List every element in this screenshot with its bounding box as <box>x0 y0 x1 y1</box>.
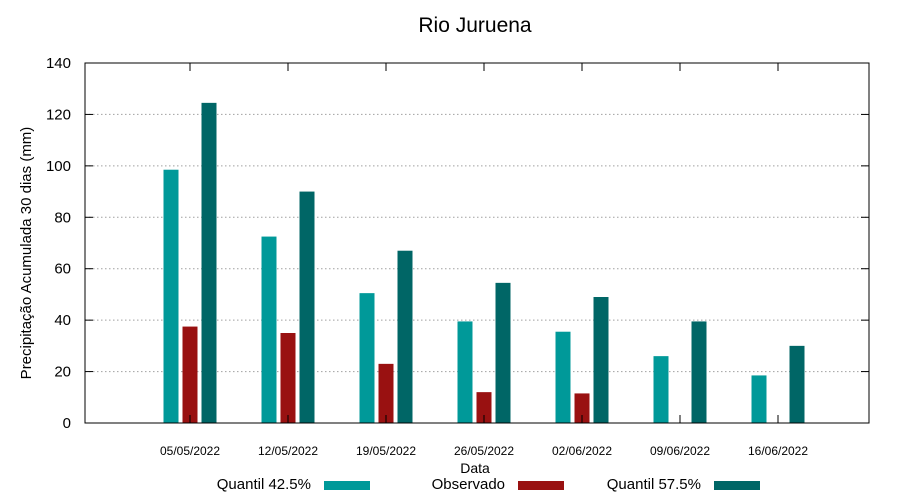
bars <box>163 102 805 423</box>
legend-label: Observado <box>432 476 505 493</box>
bar-observado <box>574 393 590 423</box>
y-axis-label: Precipitação Acumulada 30 dias (mm) <box>18 127 35 380</box>
bar-observado <box>182 326 198 423</box>
x-tick-label: 16/06/2022 <box>748 444 808 458</box>
bar-quantil-57-5 <box>495 282 511 423</box>
bar-quantil-42-5 <box>457 321 473 423</box>
gridlines <box>85 113 869 373</box>
bar-quantil-42-5 <box>359 293 375 423</box>
x-tick-label: 12/05/2022 <box>258 444 318 458</box>
bar-quantil-42-5 <box>163 169 179 423</box>
y-tick-label: 140 <box>46 55 71 72</box>
x-tick-label: 09/06/2022 <box>650 444 710 458</box>
y-tick-label: 40 <box>54 312 71 329</box>
bar-quantil-57-5 <box>691 321 707 423</box>
y-tick-label: 100 <box>46 158 71 175</box>
legend: Quantil 42.5% Observado Quantil 57.5% <box>217 476 760 493</box>
bar-quantil-42-5 <box>653 356 669 423</box>
bar-observado <box>378 363 394 423</box>
bar-observado <box>476 392 492 423</box>
bar-quantil-42-5 <box>261 236 277 423</box>
bar-quantil-42-5 <box>555 331 571 423</box>
plot-frame <box>84 62 870 424</box>
y-tick-label: 80 <box>54 209 71 226</box>
legend-swatch <box>518 481 564 490</box>
legend-swatch <box>714 481 760 490</box>
y-axis-ticks: 0 20 40 60 80 100 120 140 <box>46 55 869 432</box>
y-tick-label: 120 <box>46 106 71 123</box>
x-tick-label: 26/05/2022 <box>454 444 514 458</box>
x-axis-label: Data <box>460 460 490 476</box>
x-axis-ticks: 05/05/2022 12/05/2022 19/05/2022 26/05/2022… <box>160 63 808 458</box>
bar-quantil-57-5 <box>789 345 805 423</box>
y-tick-label: 60 <box>54 261 71 278</box>
bar-quantil-57-5 <box>397 250 413 423</box>
legend-swatch <box>324 481 370 490</box>
x-tick-label: 19/05/2022 <box>356 444 416 458</box>
x-tick-label: 05/05/2022 <box>160 444 220 458</box>
legend-label: Quantil 42.5% <box>217 476 311 493</box>
x-tick-label: 02/06/2022 <box>552 444 612 458</box>
bar-quantil-57-5 <box>299 191 315 423</box>
chart-title: Rio Juruena <box>418 14 532 37</box>
bar-quantil-42-5 <box>751 375 767 423</box>
legend-label: Quantil 57.5% <box>607 476 701 493</box>
bar-quantil-57-5 <box>201 102 217 423</box>
y-tick-label: 20 <box>54 364 71 381</box>
bar-quantil-57-5 <box>593 297 609 423</box>
y-tick-label: 0 <box>63 415 71 432</box>
bar-observado <box>280 333 296 423</box>
